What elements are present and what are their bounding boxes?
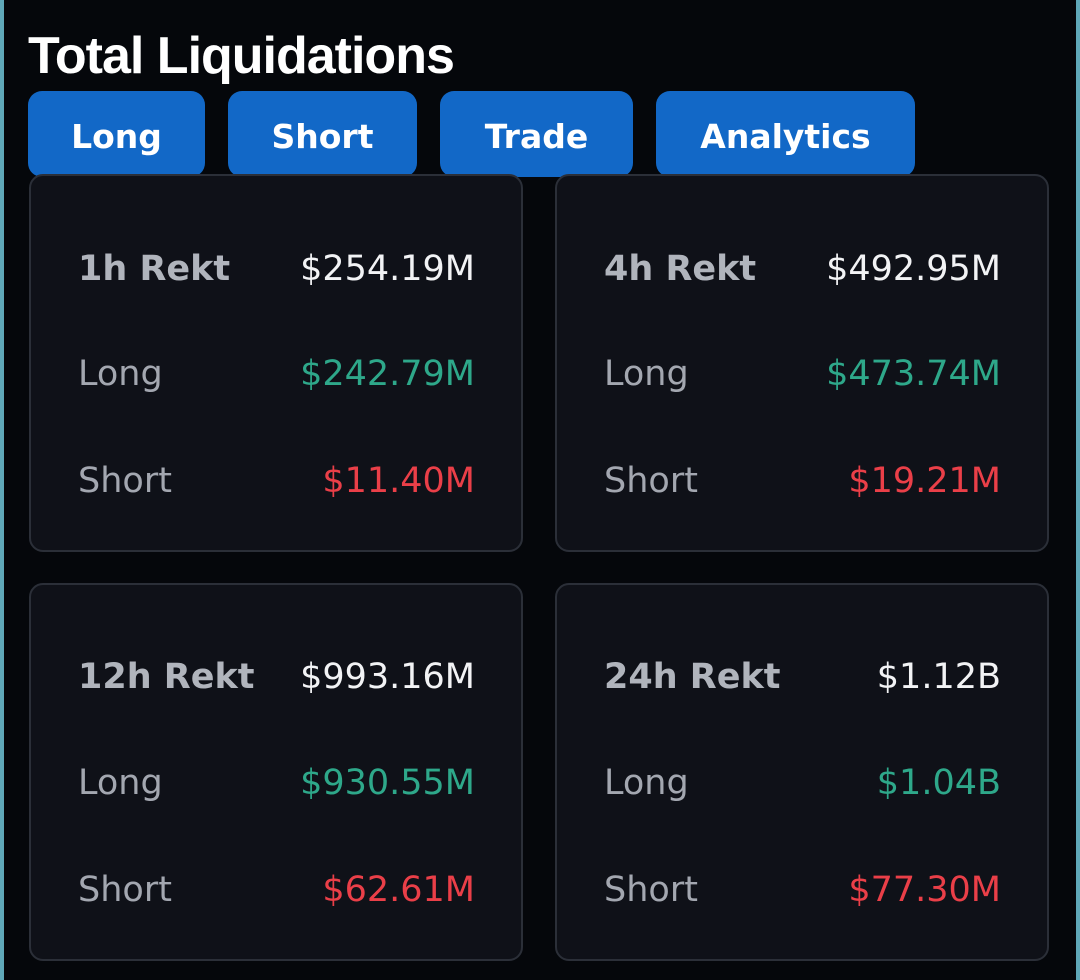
panel-short-row: Short $77.30M — [604, 865, 1001, 915]
long-label: Long — [604, 354, 689, 394]
short-value: $11.40M — [322, 461, 475, 501]
short-value: $19.21M — [848, 461, 1001, 501]
panel-long-row: Long $930.55M — [78, 758, 475, 808]
window-edge-left — [0, 0, 4, 980]
long-value: $242.79M — [300, 354, 475, 394]
liquidation-panel-1h: 1h Rekt $254.19M Long $242.79M Short $11… — [29, 174, 523, 552]
liquidation-panel-12h: 12h Rekt $993.16M Long $930.55M Short $6… — [29, 583, 523, 961]
long-value: $930.55M — [300, 763, 475, 803]
short-label: Short — [78, 461, 172, 501]
panel-total-row: 4h Rekt $492.95M — [604, 244, 1001, 294]
panel-short-row: Short $19.21M — [604, 456, 1001, 506]
panel-short-row: Short $11.40M — [78, 456, 475, 506]
period-label: 1h Rekt — [78, 249, 231, 289]
liquidation-panel-24h: 24h Rekt $1.12B Long $1.04B Short $77.30… — [555, 583, 1049, 961]
period-label: 12h Rekt — [78, 657, 255, 697]
total-value: $492.95M — [826, 249, 1001, 289]
tab-trade[interactable]: Trade — [440, 91, 633, 177]
liquidation-panel-4h: 4h Rekt $492.95M Long $473.74M Short $19… — [555, 174, 1049, 552]
period-label: 24h Rekt — [604, 657, 781, 697]
window-edge-right — [1076, 0, 1080, 980]
panel-short-row: Short $62.61M — [78, 865, 475, 915]
total-value: $254.19M — [300, 249, 475, 289]
short-label: Short — [604, 461, 698, 501]
tab-long[interactable]: Long — [28, 91, 205, 177]
total-value: $993.16M — [300, 657, 475, 697]
tab-analytics[interactable]: Analytics — [656, 91, 915, 177]
tab-short[interactable]: Short — [228, 91, 417, 177]
short-label: Short — [78, 870, 172, 910]
long-label: Long — [78, 763, 163, 803]
panel-total-row: 24h Rekt $1.12B — [604, 652, 1001, 702]
period-label: 4h Rekt — [604, 249, 757, 289]
panel-long-row: Long $473.74M — [604, 349, 1001, 399]
short-value: $77.30M — [848, 870, 1001, 910]
panel-total-row: 1h Rekt $254.19M — [78, 244, 475, 294]
total-value: $1.12B — [876, 657, 1001, 697]
panel-long-row: Long $1.04B — [604, 758, 1001, 808]
page-title: Total Liquidations — [28, 27, 455, 85]
long-value: $473.74M — [826, 354, 1001, 394]
long-label: Long — [78, 354, 163, 394]
panel-total-row: 12h Rekt $993.16M — [78, 652, 475, 702]
short-label: Short — [604, 870, 698, 910]
long-label: Long — [604, 763, 689, 803]
panel-long-row: Long $242.79M — [78, 349, 475, 399]
short-value: $62.61M — [322, 870, 475, 910]
long-value: $1.04B — [876, 763, 1001, 803]
